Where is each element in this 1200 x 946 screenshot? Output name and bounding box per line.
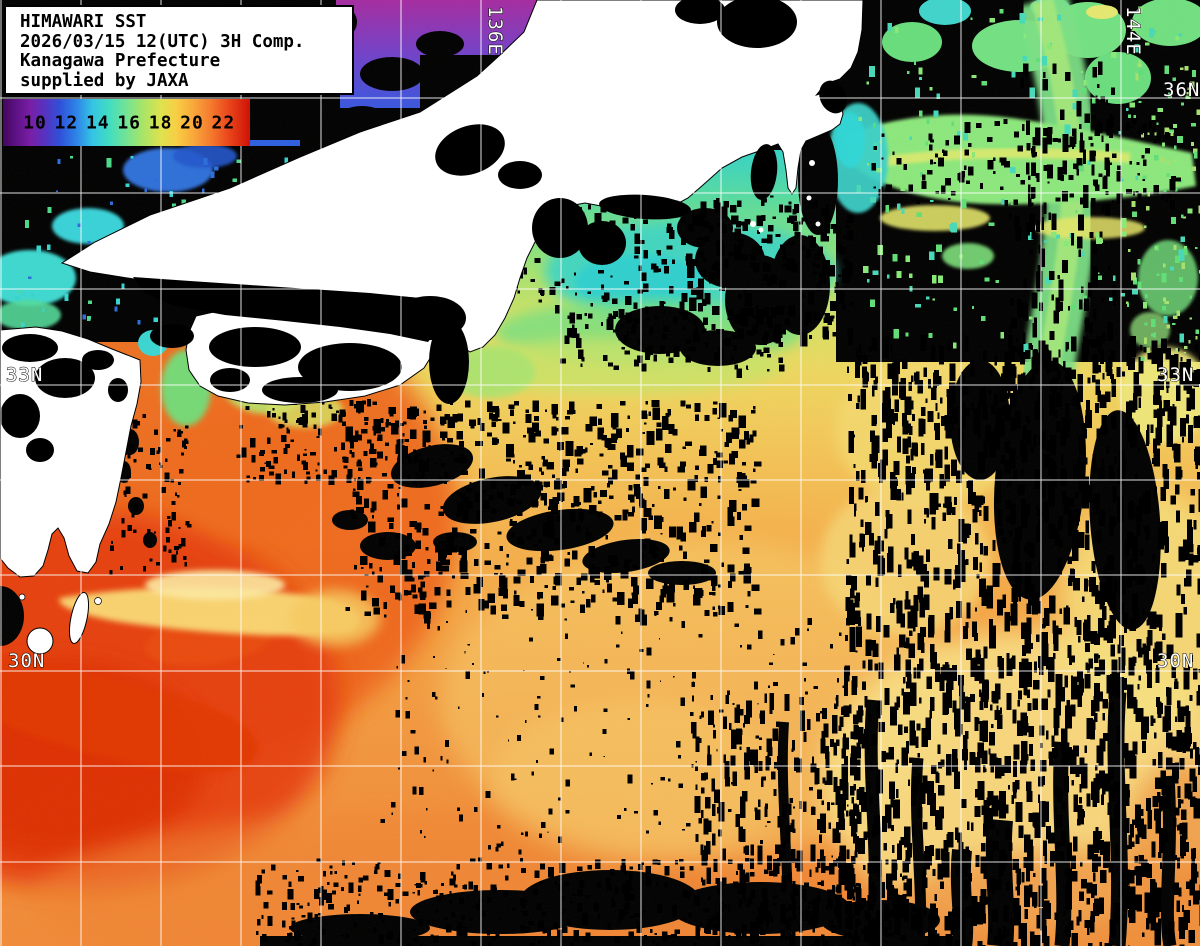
cloud-speckles [15, 6, 1200, 946]
island-yakushima [26, 627, 54, 655]
land-kyushu [0, 326, 142, 578]
temperature-colorbar: 10 12 14 16 18 20 22 [3, 99, 250, 146]
product-title: HIMAWARI SST [20, 12, 147, 32]
colorbar-tick: 20 [180, 112, 204, 133]
lat-label-30n-left: 30N [8, 650, 45, 672]
colorbar-tick: 12 [54, 112, 79, 133]
lat-label-33n-right: 33N [1157, 364, 1194, 386]
lat-label-36n-right: 36N [1163, 79, 1200, 101]
land-layer [0, 0, 864, 655]
colorbar-tick: 22 [211, 112, 236, 133]
lat-label-33n-left: 33N [6, 364, 43, 386]
colorbar-tick: 18 [148, 112, 173, 133]
title-box: HIMAWARI SST 2026/03/15 12(UTC) 3H Comp.… [4, 5, 354, 95]
lon-label-144e: 144E [1122, 6, 1144, 56]
credit-line: supplied by JAXA [20, 70, 189, 91]
colorbar-tick: 10 [23, 112, 47, 133]
lat-label-30n-right: 30N [1157, 650, 1194, 672]
datetime-line: 2026/03/15 12(UTC) 3H Comp. [20, 31, 305, 52]
grid-labels: 136E 144E 36N 33N 30N 33N 30N [6, 6, 1200, 673]
region-line: Kanagawa Prefecture [20, 51, 221, 71]
island-tanegashima [68, 592, 90, 644]
colorbar-tick: 16 [117, 112, 142, 133]
lon-label-136e: 136E [484, 6, 506, 56]
colorbar-tick: 14 [85, 112, 110, 133]
